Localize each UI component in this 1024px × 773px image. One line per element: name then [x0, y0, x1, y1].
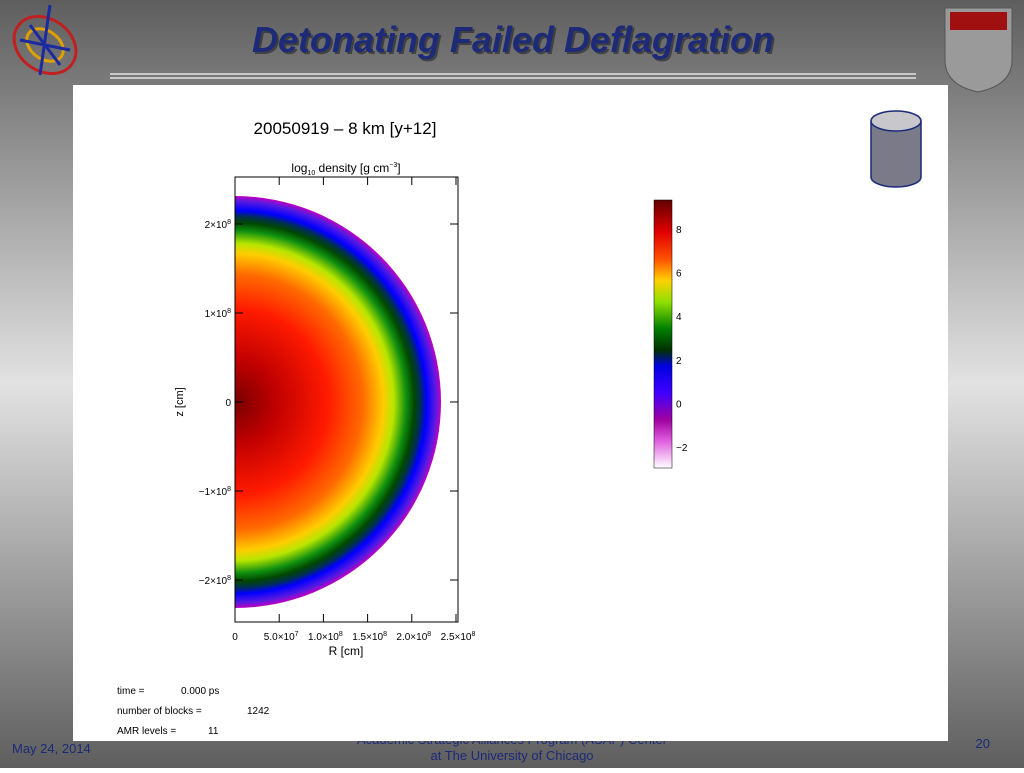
y-axis-label: z [cm]	[174, 387, 186, 416]
colorbar	[653, 199, 673, 469]
tick-label: 2.5×108	[441, 631, 476, 643]
plot-title: 20050919 – 8 km [y+12]	[254, 119, 437, 138]
info-value: 0.000 ps	[181, 686, 219, 697]
colorbar-tick-label: 2	[676, 356, 682, 367]
plot-frame	[234, 176, 459, 623]
density-field	[235, 196, 441, 608]
colorbar-tick-label: 0	[676, 399, 682, 410]
info-value: 1242	[247, 706, 270, 717]
info-label: number of blocks =	[117, 706, 202, 717]
left-logo	[12, 4, 78, 76]
colorbar-tick-label: 4	[676, 312, 682, 323]
tick-label: −1×108	[199, 486, 231, 498]
footer-date: May 24, 2014	[12, 741, 91, 756]
footer-center: at The University of Chicago	[430, 748, 593, 763]
x-axis-label: R [cm]	[329, 644, 364, 658]
info-label: time =	[117, 686, 145, 697]
tick-label: 1.0×108	[308, 631, 343, 643]
tick-label: 0	[232, 632, 238, 643]
tick-label: −2×108	[199, 575, 231, 587]
page-number: 20	[976, 736, 990, 751]
cylinder-icon	[870, 110, 922, 188]
colorbar-tick-label: 8	[676, 225, 682, 236]
colorbar-tick-label: −2	[676, 443, 688, 454]
tick-label: 1.5×108	[352, 631, 387, 643]
slide-title: Detonating Failed Deflagration	[252, 19, 774, 60]
colorbar-label: log10 density [g cm−3]	[291, 161, 400, 177]
figure-panel	[73, 85, 948, 741]
tick-label: 2×108	[205, 219, 232, 231]
title-shadow: Detonating Failed Deflagration	[254, 21, 776, 62]
tick-label: 1×108	[205, 308, 232, 320]
info-label: AMR levels =	[117, 726, 176, 737]
right-logo	[944, 7, 1013, 93]
info-value: 11	[208, 726, 219, 737]
tick-label: 5.0×107	[264, 631, 299, 643]
colorbar-tick-label: 6	[676, 269, 682, 280]
tick-label: 2.0×108	[396, 631, 431, 643]
tick-label: 0	[225, 398, 231, 409]
